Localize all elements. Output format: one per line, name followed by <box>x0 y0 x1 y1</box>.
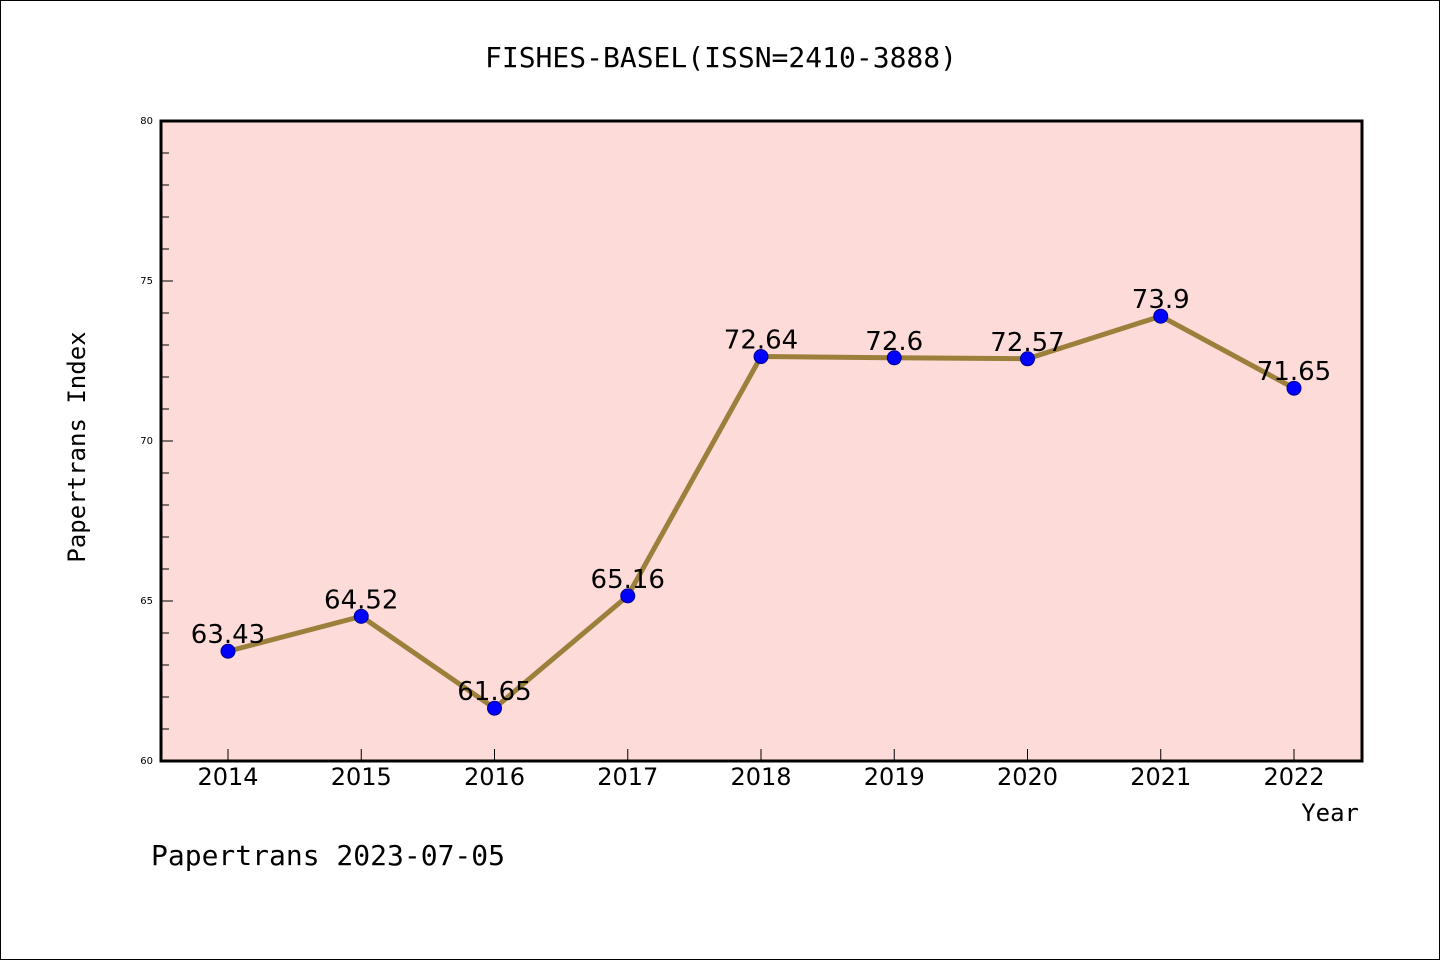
data-label: 65.16 <box>591 565 665 595</box>
data-labels: 63.43 64.52 61.65 65.16 72.64 72.6 72.57 73.9 71… <box>191 285 1331 707</box>
data-point <box>753 349 769 365</box>
data-point <box>886 350 902 366</box>
data-label: 64.52 <box>324 585 398 615</box>
data-label: 72.64 <box>724 326 798 356</box>
data-label: 71.65 <box>1257 357 1331 387</box>
y-tick-label: 60 <box>140 756 153 767</box>
data-label: 61.65 <box>457 677 531 707</box>
y-tick-label: 65 <box>140 596 153 607</box>
data-label: 73.9 <box>1132 285 1190 315</box>
chart-title: FISHES-BASEL(ISSN=2410-3888) <box>485 41 957 74</box>
data-point <box>620 588 636 604</box>
x-tick-label: 2020 <box>997 763 1058 791</box>
series-markers <box>220 308 1302 716</box>
y-axis-label: Papertrans Index <box>63 331 91 562</box>
x-tick-label: 2015 <box>331 763 392 791</box>
x-tick-label: 2018 <box>730 763 791 791</box>
data-point <box>1153 308 1169 324</box>
x-tick-label: 2014 <box>197 763 258 791</box>
x-tick-label: 2021 <box>1130 763 1191 791</box>
data-label: 63.43 <box>191 620 265 650</box>
x-axis: 2014 2015 2016 2017 2018 2019 2020 2021 2022 <box>197 749 1325 791</box>
footer-credit: Papertrans 2023-07-05 <box>151 839 505 872</box>
data-point <box>1020 351 1035 367</box>
x-axis-label: Year <box>1301 799 1359 827</box>
data-label: 72.57 <box>990 328 1064 358</box>
x-tick-label: 2017 <box>597 763 658 791</box>
y-tick-label: 80 <box>140 116 153 127</box>
y-tick-label: 75 <box>140 276 153 287</box>
plot-area <box>161 121 1362 761</box>
x-tick-label: 2019 <box>864 763 925 791</box>
data-label: 72.6 <box>865 327 923 357</box>
y-tick-label: 70 <box>140 436 153 447</box>
data-point <box>487 700 502 716</box>
data-point <box>353 608 369 624</box>
x-tick-label: 2016 <box>464 763 525 791</box>
data-point <box>1286 380 1302 396</box>
data-point <box>220 643 236 659</box>
x-tick-label: 2022 <box>1263 763 1324 791</box>
plot-border <box>159 119 1364 763</box>
